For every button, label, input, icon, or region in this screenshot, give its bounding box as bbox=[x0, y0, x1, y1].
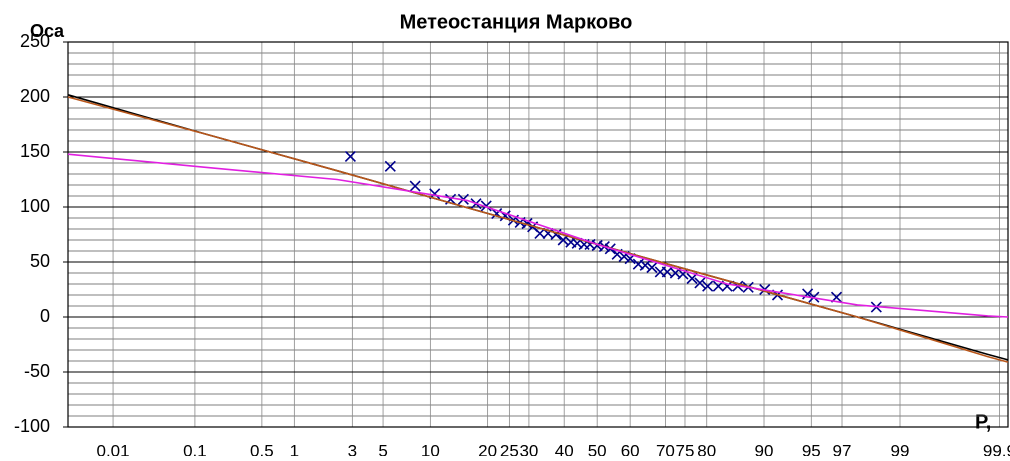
x-tick-label: 25 bbox=[500, 441, 519, 456]
x-tick-label: 95 bbox=[802, 441, 821, 456]
series-line bbox=[67, 96, 1009, 363]
data-point bbox=[534, 227, 546, 239]
x-tick-label: 3 bbox=[348, 441, 357, 456]
data-point bbox=[686, 272, 698, 285]
y-tick-label: -100 bbox=[14, 416, 50, 436]
data-point bbox=[409, 180, 421, 192]
x-tick-label: 20 bbox=[478, 441, 497, 456]
x-tick-label: 30 bbox=[519, 441, 538, 456]
y-tick-label: 0 bbox=[40, 306, 50, 326]
data-point bbox=[702, 280, 714, 292]
x-tick-label: 99.9 bbox=[983, 441, 1010, 456]
x-tick-label: 97 bbox=[833, 441, 852, 456]
x-tick-label: 50 bbox=[588, 441, 607, 456]
y-axis-label: Oca bbox=[30, 21, 65, 41]
y-tick-label: 200 bbox=[20, 86, 50, 106]
plot-frame bbox=[67, 41, 1009, 428]
x-tick-label: 80 bbox=[697, 441, 716, 456]
data-point bbox=[639, 259, 651, 271]
x-tick-label: 0.5 bbox=[250, 441, 274, 456]
data-point bbox=[344, 150, 356, 162]
x-tick-label: 99 bbox=[891, 441, 910, 456]
x-tick-label: 60 bbox=[621, 441, 640, 456]
y-tick-label: -50 bbox=[24, 361, 50, 381]
x-tick-label: 75 bbox=[676, 441, 695, 456]
x-tick-label: 5 bbox=[378, 441, 387, 456]
x-tick-label: 1 bbox=[290, 441, 299, 456]
y-tick-label: 250 bbox=[20, 31, 50, 51]
data-point bbox=[480, 200, 492, 212]
y-tick-label: 150 bbox=[20, 141, 50, 161]
x-tick-label: 90 bbox=[755, 441, 774, 456]
y-tick-label: 50 bbox=[30, 251, 50, 271]
series-line bbox=[67, 153, 1009, 318]
y-tick-label: 100 bbox=[20, 196, 50, 216]
x-tick-label: 10 bbox=[421, 441, 440, 456]
x-tick-label: 0.01 bbox=[97, 441, 130, 456]
x-tick-label: 70 bbox=[656, 441, 675, 456]
data-point bbox=[694, 277, 706, 289]
chart-title: Метеостанция Марково bbox=[400, 11, 633, 33]
data-point bbox=[646, 261, 658, 274]
x-tick-label: 40 bbox=[555, 441, 574, 456]
x-tick-label: 0.1 bbox=[183, 441, 207, 456]
x-axis-label: P, bbox=[975, 411, 991, 433]
data-point bbox=[557, 234, 569, 246]
data-point bbox=[384, 160, 396, 172]
